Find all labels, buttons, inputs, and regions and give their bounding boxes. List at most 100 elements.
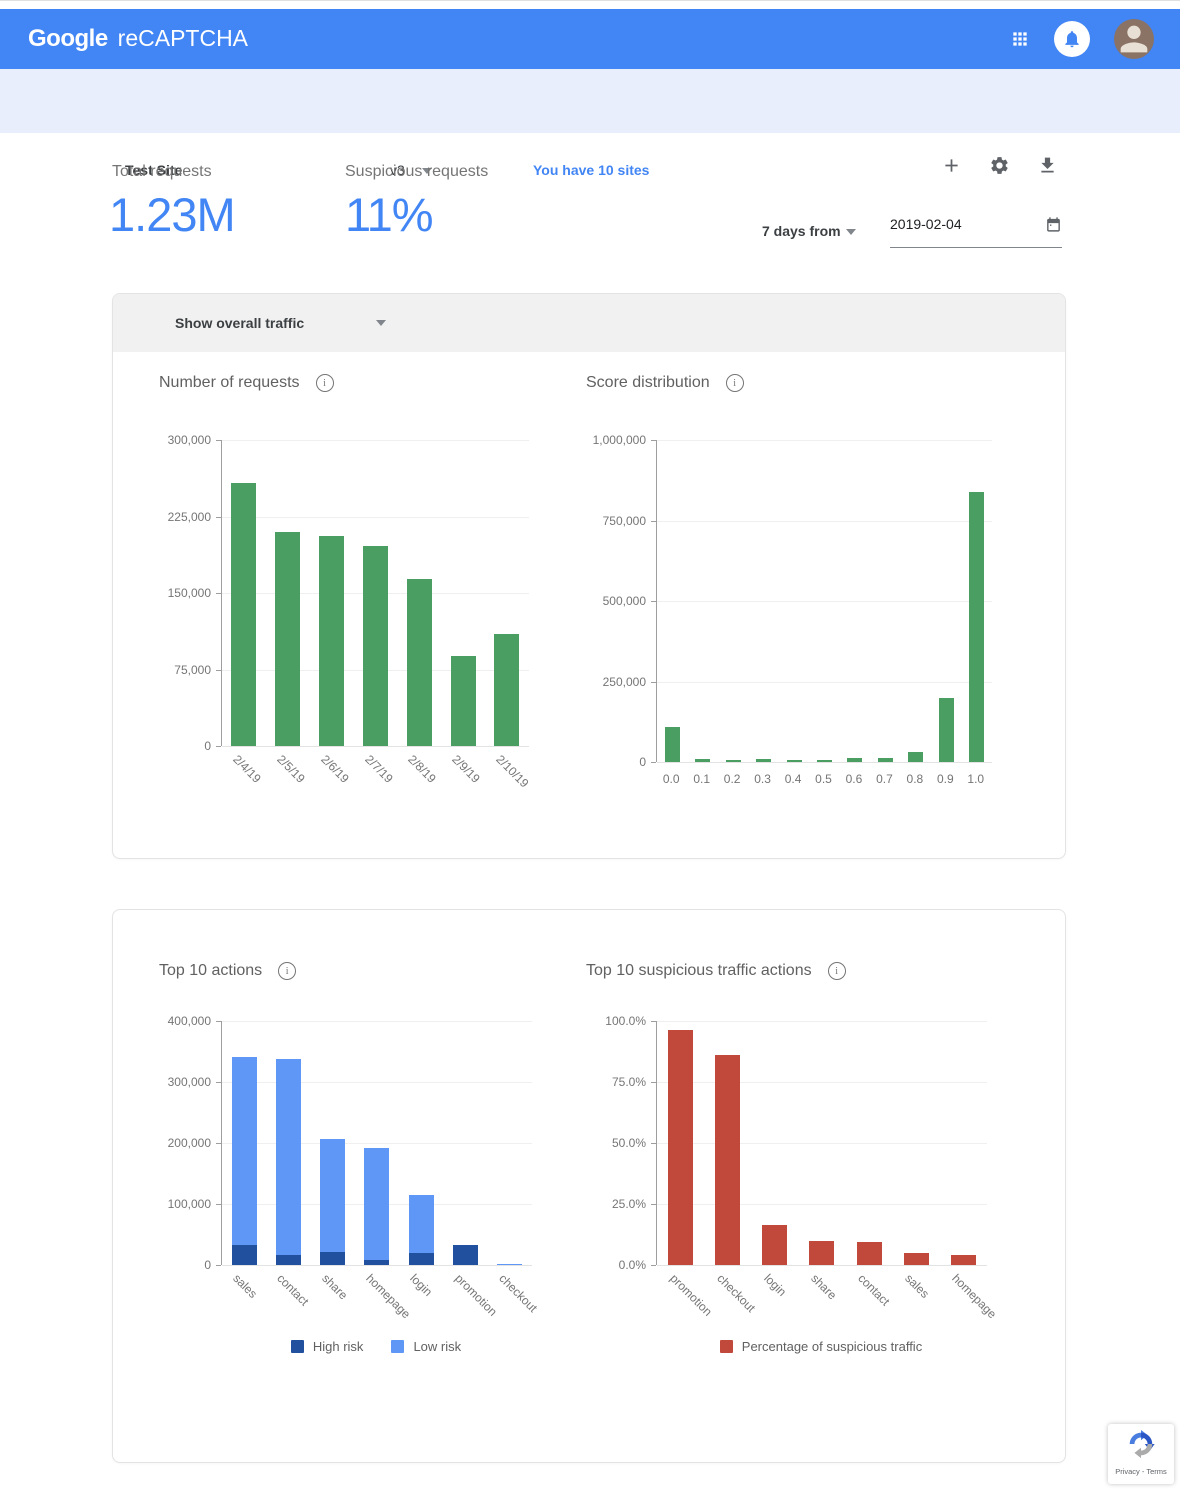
- info-icon[interactable]: [278, 962, 297, 980]
- x-tick-label: 2/6/19: [317, 752, 352, 786]
- gridline: [657, 440, 992, 441]
- y-tick-label: 100.0%: [605, 1014, 646, 1028]
- x-tick-label: checkout: [496, 1271, 540, 1316]
- bars: [657, 1021, 987, 1265]
- bar: [809, 1240, 835, 1265]
- add-site-icon[interactable]: [941, 155, 962, 181]
- chart-title-text: Top 10 actions: [159, 962, 263, 979]
- bar-segment: [408, 1193, 434, 1254]
- calendar-icon[interactable]: [1045, 216, 1062, 238]
- x-tick-label: 2/10/19: [493, 752, 532, 791]
- bar: [494, 633, 520, 746]
- version-dropdown-arrow-icon[interactable]: [422, 168, 432, 174]
- x-tick-label: 2/9/19: [449, 752, 483, 786]
- y-tick-label: 0: [204, 1258, 211, 1272]
- chart-title-top-actions: Top 10 actions: [159, 962, 297, 980]
- bar: [903, 1252, 929, 1265]
- bar: [664, 726, 680, 762]
- y-tick-label: 750,000: [602, 513, 646, 528]
- account-avatar[interactable]: [1114, 19, 1154, 59]
- axis-tick: [651, 520, 656, 522]
- bar: [856, 1241, 882, 1265]
- bar: [668, 1029, 694, 1265]
- x-tick-label: 0.8: [906, 772, 924, 786]
- info-icon[interactable]: [827, 962, 846, 980]
- axis-tick: [651, 440, 656, 441]
- gridline: [222, 516, 529, 518]
- chart-title-number-of-requests: Number of requests: [159, 374, 334, 392]
- bar: [877, 758, 893, 762]
- plot: [651, 440, 992, 763]
- x-tick-label: 2/8/19: [405, 752, 440, 786]
- bar-segment: [320, 1251, 346, 1265]
- x-tick-label: 2/5/19: [274, 752, 308, 786]
- gridline: [222, 440, 529, 441]
- bar: [362, 546, 388, 746]
- x-tick-label: promotion: [666, 1271, 715, 1319]
- product-name: reCAPTCHA: [117, 25, 249, 51]
- y-tick-label: 25.0%: [611, 1197, 646, 1211]
- actions-card: Top 10 actions Top 10 suspicious traffic…: [112, 909, 1066, 1463]
- apps-grid-icon[interactable]: [1010, 29, 1030, 49]
- gridline: [657, 1204, 987, 1205]
- x-tick-label: 2/7/19: [361, 752, 396, 786]
- x-tick-label: 0.0: [662, 772, 680, 786]
- sites-link[interactable]: You have 10 sites: [533, 162, 650, 178]
- x-labels: 0.0 0.1 0.2 0.3 0.4 0.5 0.6 0.7 0.8 0.9 1.0: [656, 762, 991, 792]
- date-range-dropdown-arrow-icon[interactable]: [846, 229, 856, 235]
- gridline: [657, 601, 992, 602]
- total-requests-label: Total requests: [112, 163, 212, 180]
- y-axis: 1,000,000 750,000 500,000 250,000 0: [581, 433, 656, 769]
- legend-item: High risk: [290, 1339, 363, 1354]
- download-icon[interactable]: [1037, 155, 1058, 181]
- y-tick-label: 1,000,000: [592, 433, 646, 447]
- gridline: [657, 1021, 987, 1022]
- bar: [275, 1021, 301, 1265]
- site-name: Test Site: [125, 162, 183, 178]
- bar: [969, 491, 985, 762]
- privacy-terms-link[interactable]: Privacy - Terms: [1115, 1467, 1167, 1476]
- x-tick-label: 0.6: [845, 772, 863, 786]
- x-tick-label: sales: [230, 1271, 261, 1301]
- plot: [216, 1021, 532, 1266]
- x-tick-label: promotion: [451, 1271, 500, 1319]
- x-tick-label: 0.1: [693, 772, 711, 786]
- info-icon[interactable]: [725, 374, 744, 392]
- gridline: [222, 1082, 532, 1083]
- x-tick-label: checkout: [713, 1271, 758, 1316]
- traffic-filter-select[interactable]: Show overall traffic: [175, 315, 305, 331]
- bars: [657, 440, 992, 762]
- gridline: [657, 1143, 987, 1144]
- bar: [231, 482, 257, 746]
- header-actions: [1010, 19, 1180, 59]
- settings-gear-icon[interactable]: [989, 155, 1010, 181]
- gridline: [222, 1265, 532, 1266]
- x-tick-label: 0.3: [754, 772, 771, 786]
- legend: Percentage of suspicious traffic: [656, 1339, 986, 1354]
- bar: [756, 758, 772, 762]
- axis-tick: [216, 1143, 221, 1144]
- bar-segment: [364, 1259, 390, 1265]
- date-range-select[interactable]: 7 days from: [762, 223, 841, 239]
- chart-title-score-distribution: Score distribution: [586, 374, 744, 392]
- notifications-bell-icon[interactable]: [1054, 21, 1090, 57]
- x-tick-label: 0.2: [723, 772, 741, 786]
- bar: [406, 578, 432, 746]
- y-tick-label: 400,000: [167, 1014, 211, 1028]
- info-icon[interactable]: [315, 374, 334, 392]
- axis-tick: [216, 440, 221, 441]
- x-tick-label: contact: [855, 1271, 893, 1309]
- recaptcha-badge[interactable]: Privacy - Terms: [1108, 1424, 1174, 1484]
- y-tick-label: 75.0%: [611, 1075, 646, 1089]
- version-select[interactable]: v3: [390, 162, 405, 178]
- date-value[interactable]: 2019-02-04: [890, 216, 962, 232]
- plot: [651, 1021, 987, 1266]
- y-tick-label: 250,000: [602, 674, 646, 689]
- axis-tick: [651, 1143, 656, 1144]
- y-axis: 400,000 300,000 200,000 100,000 0: [153, 1014, 221, 1272]
- traffic-filter-dropdown-arrow-icon[interactable]: [376, 320, 386, 326]
- x-labels: 2/4/19 2/5/19 2/6/19 2/7/19 2/8/19 2/9/19 2/10…: [221, 746, 532, 830]
- axis-tick: [651, 1204, 656, 1205]
- axis-tick: [216, 593, 221, 594]
- date-input[interactable]: 2019-02-04: [890, 216, 1062, 248]
